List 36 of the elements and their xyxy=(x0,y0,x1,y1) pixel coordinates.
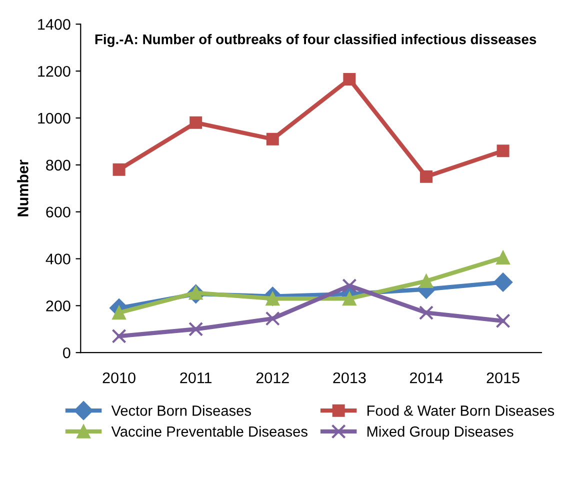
point xyxy=(265,311,280,326)
y-tick-label: 400 xyxy=(46,254,70,264)
point xyxy=(496,144,510,158)
point xyxy=(494,272,513,292)
point xyxy=(342,292,356,306)
point xyxy=(112,328,126,344)
point xyxy=(496,250,510,265)
x-tick-label: 2012 xyxy=(256,372,289,384)
point xyxy=(496,314,510,328)
point xyxy=(342,278,357,294)
point xyxy=(343,73,356,86)
point xyxy=(188,322,204,336)
legend-label: Mixed Group Diseases xyxy=(367,426,514,440)
text: Fig.-A: Number of outbreaks of four classified infectious disseases xyxy=(95,34,536,48)
point xyxy=(418,305,434,320)
point xyxy=(419,274,434,288)
legend-label: Vaccine Preventable Diseases xyxy=(111,426,308,437)
point xyxy=(420,170,432,183)
y-tick-label: 0 xyxy=(63,347,70,358)
x-tick-label: 2014 xyxy=(410,372,443,384)
legend-label: Vector Born Diseases xyxy=(111,405,251,416)
x-tick-label: 2010 xyxy=(102,372,136,384)
y-tick-label: 1200 xyxy=(38,66,70,77)
y-tick-label: 1400 xyxy=(38,19,70,30)
legend-label: Food & Water Born Diseases xyxy=(367,405,554,416)
x-tick-label: 2013 xyxy=(333,372,366,384)
y-tick-label: 1000 xyxy=(38,112,70,124)
y-tick-label: 800 xyxy=(46,160,70,171)
point xyxy=(112,163,126,176)
y-tick-label: 600 xyxy=(46,206,70,218)
point xyxy=(190,116,202,129)
x-tick-label: 2011 xyxy=(180,372,212,384)
y-tick-label: 200 xyxy=(46,300,70,312)
x-tick-label: 2015 xyxy=(486,372,520,384)
y-axis-title: Number xyxy=(17,160,28,216)
point xyxy=(266,132,279,146)
